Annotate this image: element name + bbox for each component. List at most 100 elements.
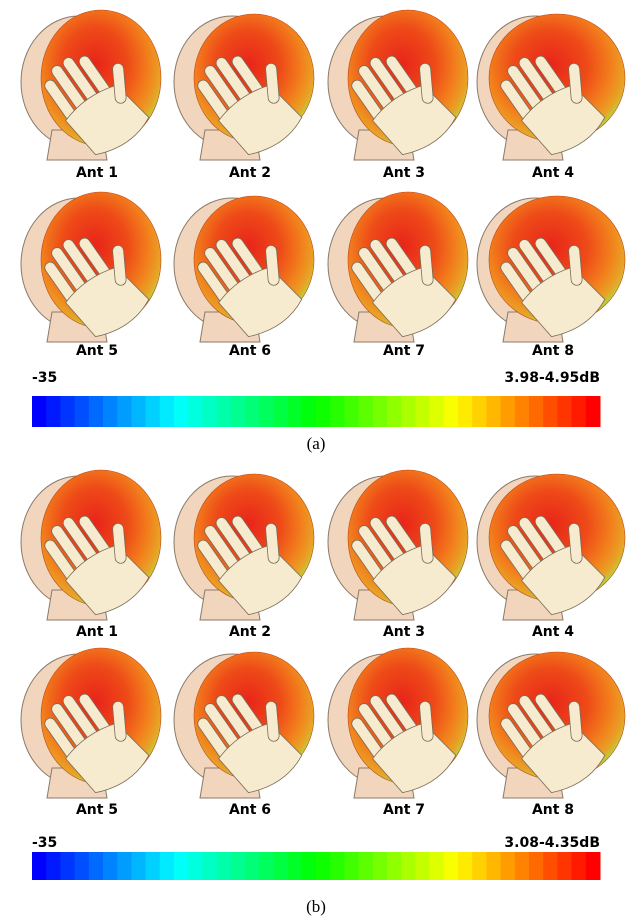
colorbar-cell [486,852,502,880]
hand [197,515,303,616]
palm [372,722,457,794]
colorbar-cell [429,396,445,427]
palm [521,266,606,338]
thumb [568,522,583,564]
colorbar-cell [216,852,232,880]
colorbar-cell [230,852,246,880]
head-pattern [476,13,626,161]
colorbar-cell [387,396,402,427]
colorbar-cell [245,396,260,427]
colorbar-cell [88,396,104,427]
antenna-label: Ant 4 [532,624,574,640]
hand [44,237,150,338]
caption: (a) [307,434,326,453]
colorbar-cell [60,396,76,427]
colorbar-cell [202,396,218,427]
palm [218,722,303,794]
antenna-label: Ant 2 [229,165,271,181]
colorbar-cell [500,852,516,880]
thumb [419,522,434,564]
thumb [568,62,583,104]
caption: (b) [306,897,326,916]
colorbar-cell [46,852,61,880]
hand [351,55,457,156]
colorbar-max-label: 3.98-4.95dB [504,370,600,386]
palm [218,266,303,338]
head-pattern [476,651,626,799]
thumb [419,244,434,286]
hand [197,237,303,338]
hand [351,515,457,616]
thumb [112,522,127,564]
head-pattern [173,651,315,799]
colorbar-cell [32,852,47,880]
colorbar-min-label: -35 [32,370,57,386]
palm [65,544,150,616]
hand [351,237,457,338]
palm [65,266,150,338]
colorbar-cell [585,396,601,427]
palm [521,722,606,794]
colorbar-cell [415,396,431,427]
hand [500,237,606,338]
colorbar-cell [358,396,374,427]
palm [372,544,457,616]
colorbar-cell [103,852,118,880]
head-pattern [20,647,162,799]
palm [521,544,606,616]
hand [500,515,606,616]
colorbar-cell [316,852,331,880]
antenna-label: Ant 5 [76,802,118,818]
hand [44,55,150,156]
colorbar-cell [273,396,289,427]
thumb [265,522,280,564]
colorbar-cell [259,396,274,427]
thumb [419,700,434,742]
colorbar-cell [174,396,189,427]
colorbar-cell [401,852,416,880]
head-pattern [476,195,626,343]
colorbar-cell [188,396,203,427]
colorbar-cell [543,396,558,427]
head-pattern [20,469,162,621]
colorbar-cell [74,396,90,427]
antenna-label: Ant 4 [532,165,574,181]
thumb [265,244,280,286]
colorbar-cell [372,852,388,880]
colorbar-cell [131,396,147,427]
antenna-label: Ant 8 [532,343,574,359]
colorbar-cell [117,852,132,880]
colorbar-cell [117,396,132,427]
colorbar-cell [202,852,218,880]
antenna-label: Ant 1 [76,624,118,640]
thumb [568,700,583,742]
head-pattern [173,473,315,621]
antenna-label: Ant 7 [383,802,425,818]
colorbar-cell [330,852,345,880]
hand [197,55,303,156]
colorbar-cell [500,396,516,427]
colorbar-cell [145,396,161,427]
palm [521,84,606,156]
head-pattern [327,191,469,343]
colorbar-cell [174,852,189,880]
colorbar-cell [145,852,161,880]
colorbar-cell [486,396,502,427]
colorbar-cell [330,396,345,427]
antenna-label: Ant 3 [383,165,425,181]
antenna-label: Ant 5 [76,343,118,359]
colorbar-cell [458,852,473,880]
thumb [265,700,280,742]
colorbar-cell [571,396,587,427]
antenna-label: Ant 2 [229,624,271,640]
colorbar-cell [188,852,203,880]
colorbar-cell [245,852,260,880]
hand [351,693,457,794]
colorbar-cell [60,852,76,880]
hand [500,55,606,156]
thumb [112,62,127,104]
head-pattern [20,9,162,161]
antenna-label: Ant 6 [229,802,271,818]
colorbar-cell [301,396,317,427]
